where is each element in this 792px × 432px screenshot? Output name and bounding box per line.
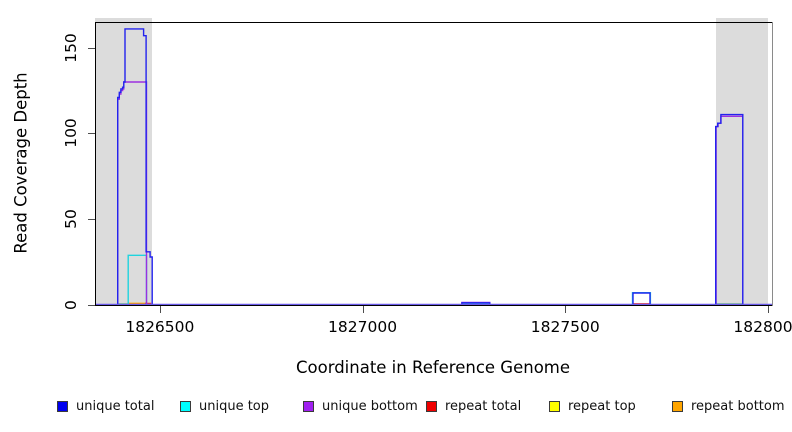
- x-tick-mark: [767, 306, 769, 313]
- y-tick-mark: [88, 133, 95, 135]
- y-tick-label: 150: [62, 32, 80, 63]
- legend-label: unique bottom: [322, 398, 418, 414]
- legend-item-unique-bottom: unique bottom: [303, 396, 418, 416]
- legend-swatch-icon: [180, 400, 191, 412]
- legend-item-repeat-top: repeat top: [549, 396, 636, 416]
- x-tick-label: 1826500: [125, 318, 195, 336]
- legend-swatch-icon: [426, 400, 437, 412]
- x-tick-mark: [565, 306, 567, 313]
- plot-area: [95, 28, 772, 306]
- plot-border-right: [772, 22, 773, 306]
- x-tick-label: 1827500: [530, 318, 600, 336]
- legend-item-unique-total: unique total: [57, 396, 154, 416]
- repeat-region-panel: [715, 18, 768, 305]
- legend-label: repeat top: [568, 398, 636, 414]
- series-unique-bottom: [117, 81, 148, 305]
- y-tick-label: 50: [62, 209, 80, 230]
- y-tick-mark: [88, 47, 95, 49]
- legend-label: repeat bottom: [691, 398, 785, 414]
- series-unique-total: [715, 113, 744, 305]
- y-tick-mark: [88, 305, 95, 306]
- series-unique-total: [632, 292, 651, 305]
- legend-item-unique-top: unique top: [180, 396, 269, 416]
- legend: unique total unique top unique bottom repea…: [0, 396, 792, 420]
- series-unique-bottom: [715, 115, 744, 305]
- x-axis-title: Coordinate in Reference Genome: [295, 358, 571, 377]
- x-tick-label: 1827000: [328, 318, 398, 336]
- y-axis-title: Read Coverage Depth: [11, 72, 31, 254]
- y-tick-label: 100: [62, 118, 80, 149]
- legend-swatch-icon: [549, 400, 560, 412]
- y-tick-mark: [88, 219, 95, 221]
- legend-swatch-icon: [672, 400, 683, 412]
- y-tick-label: 0: [62, 300, 80, 310]
- legend-swatch-icon: [57, 400, 68, 412]
- x-tick-mark: [159, 306, 161, 313]
- x-axis-line: [95, 305, 773, 306]
- legend-label: unique total: [76, 398, 155, 414]
- legend-label: repeat total: [445, 398, 522, 414]
- plot-border-top: [95, 22, 773, 23]
- x-tick-mark: [362, 306, 364, 313]
- legend-item-repeat-total: repeat total: [426, 396, 521, 416]
- series-unique-total: [117, 28, 153, 305]
- legend-swatch-icon: [303, 400, 314, 412]
- series-unique-top: [127, 254, 148, 305]
- legend-item-repeat-bottom: repeat bottom: [672, 396, 785, 416]
- legend-label: unique top: [199, 398, 270, 414]
- y-axis-line: [95, 22, 96, 306]
- repeat-region-panel: [95, 18, 152, 305]
